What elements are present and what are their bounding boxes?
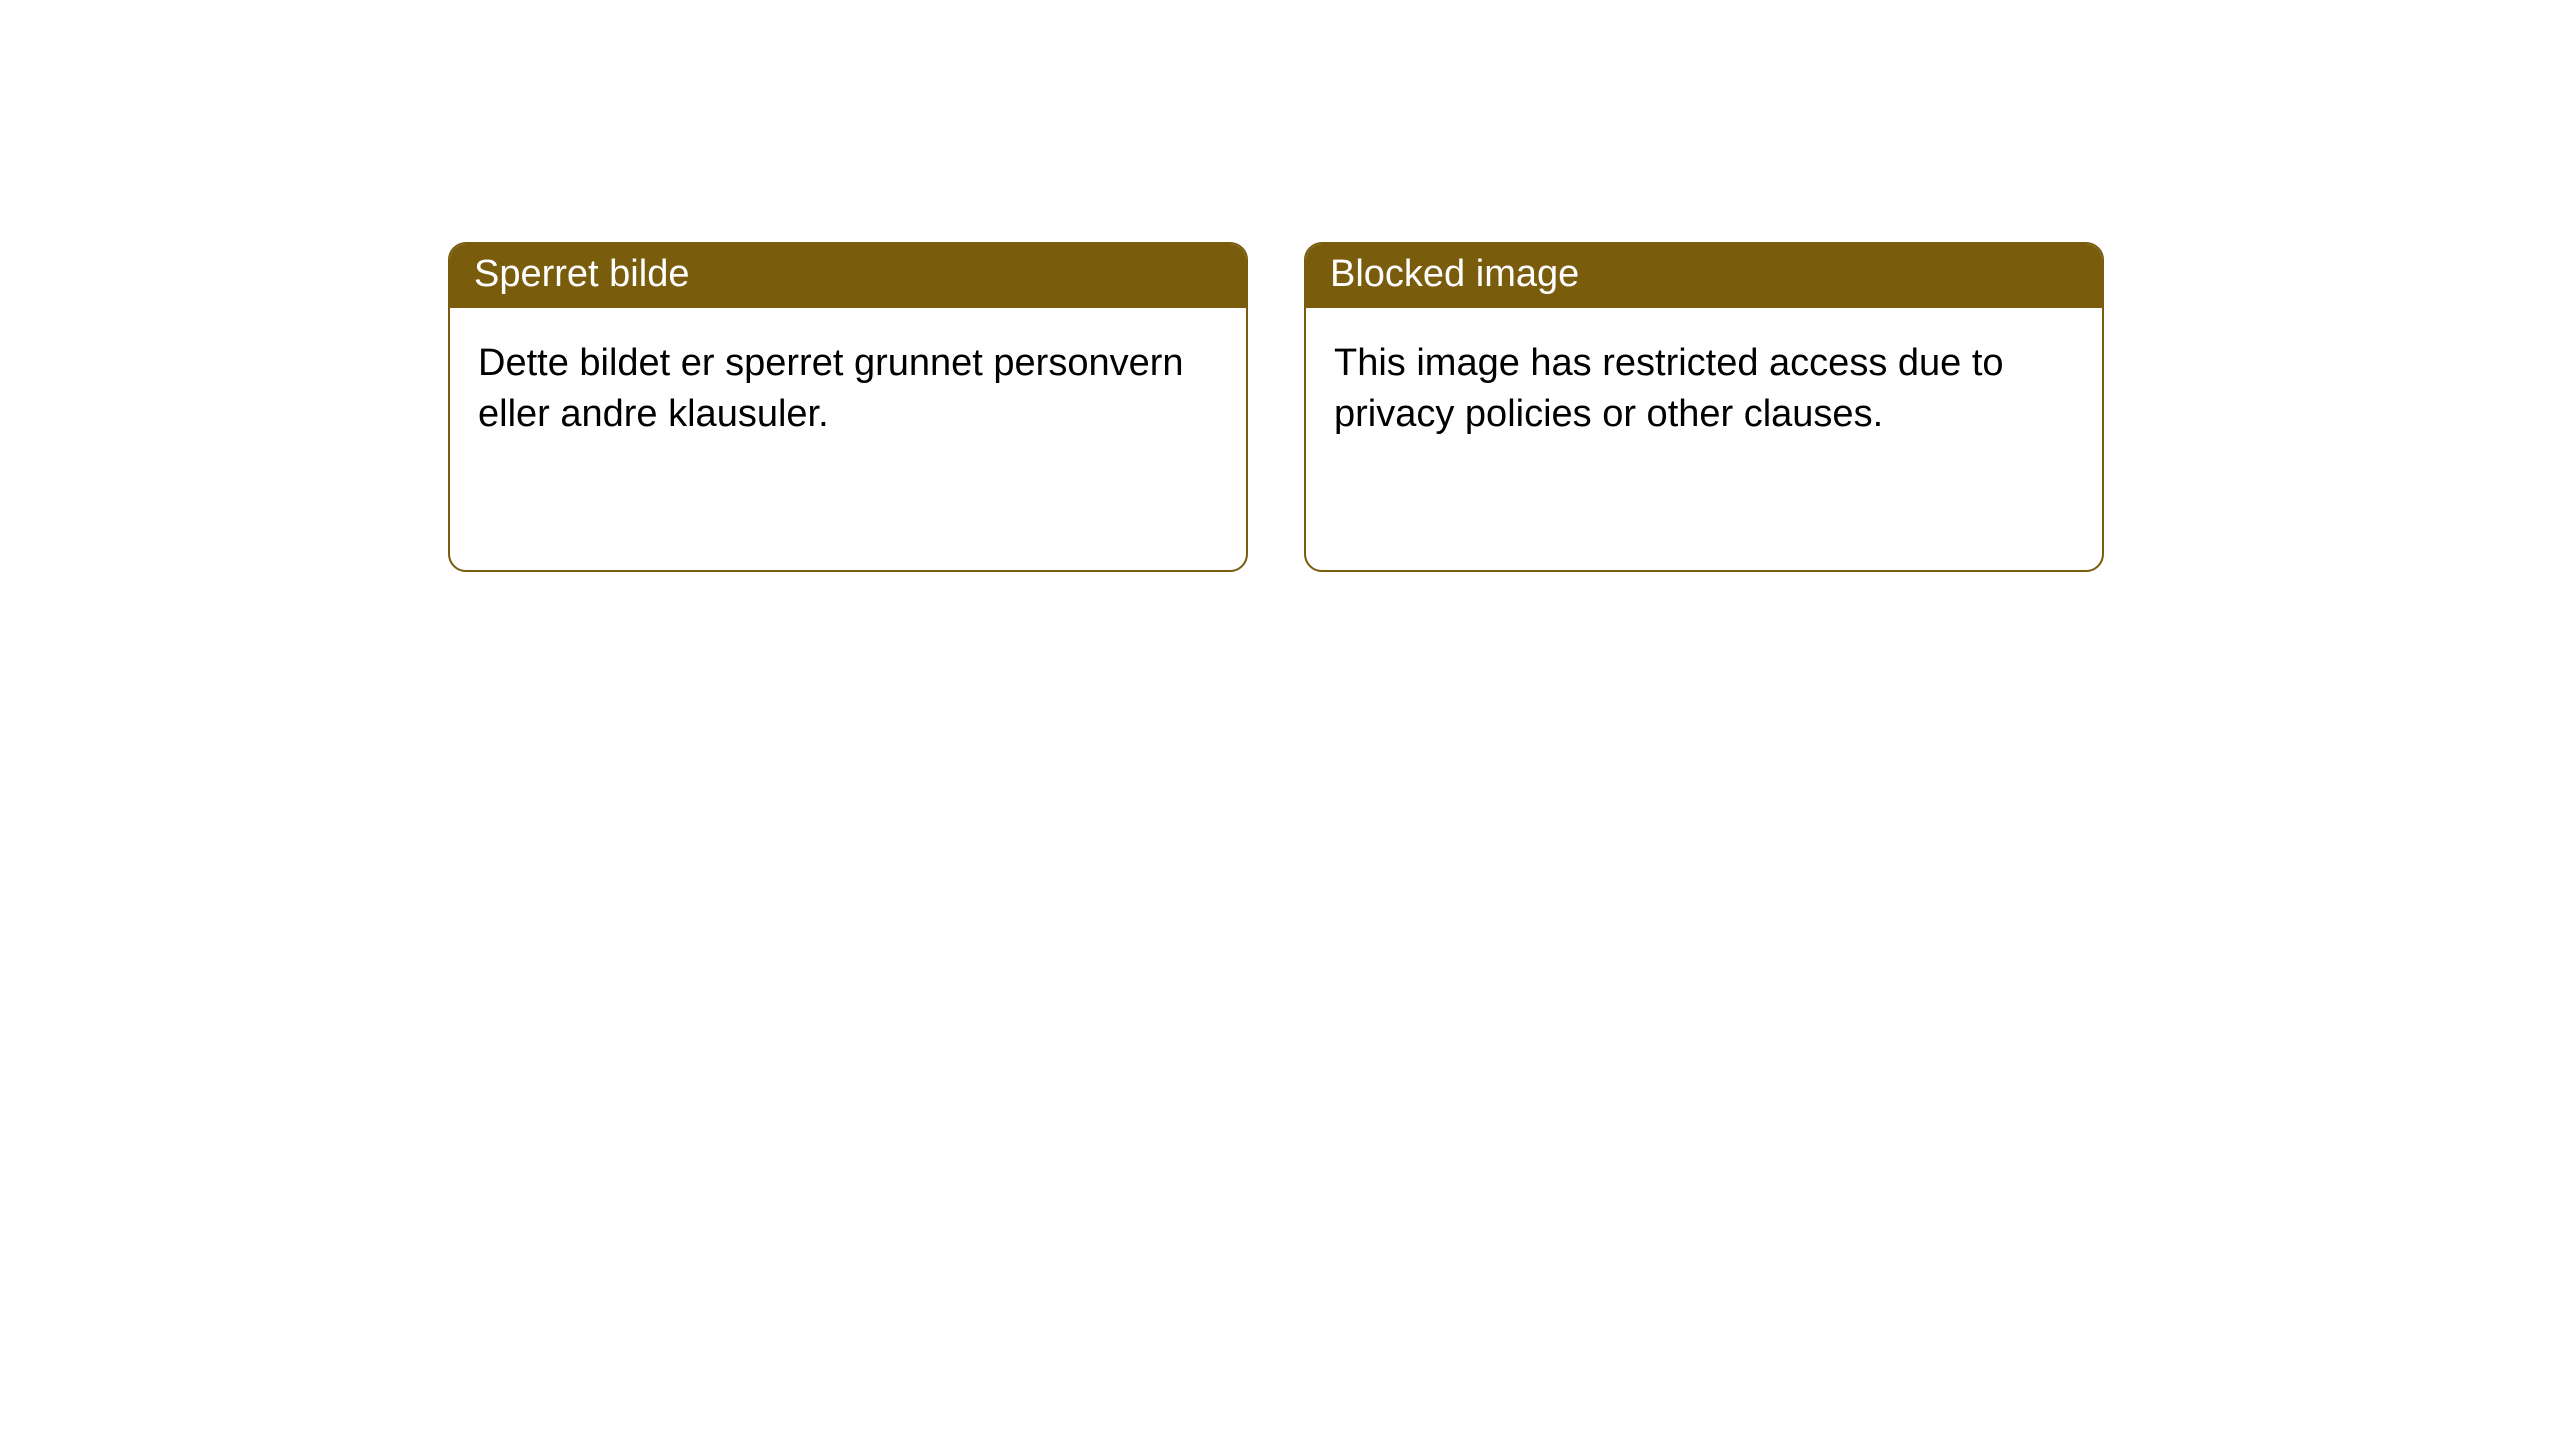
notice-body-en: This image has restricted access due to … — [1306, 308, 2102, 471]
notice-container: Sperret bilde Dette bildet er sperret gr… — [0, 0, 2560, 572]
notice-card-no: Sperret bilde Dette bildet er sperret gr… — [448, 242, 1248, 572]
notice-body-no: Dette bildet er sperret grunnet personve… — [450, 308, 1246, 471]
notice-title-no: Sperret bilde — [450, 244, 1246, 308]
notice-card-en: Blocked image This image has restricted … — [1304, 242, 2104, 572]
notice-title-en: Blocked image — [1306, 244, 2102, 308]
